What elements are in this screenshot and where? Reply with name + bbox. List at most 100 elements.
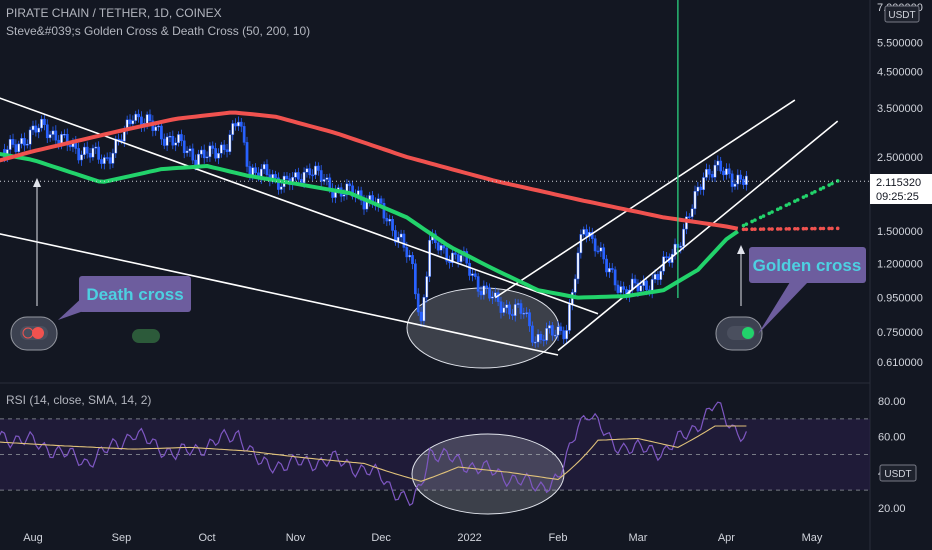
candle-body <box>399 233 403 238</box>
projection-200-dot <box>810 226 814 231</box>
projection-200-dot <box>827 226 831 231</box>
candle-body <box>485 285 489 289</box>
candle-body <box>690 208 694 218</box>
candle-body <box>716 160 720 166</box>
candle-body <box>539 334 543 340</box>
candle-body <box>277 177 280 190</box>
death-cross-arrowhead <box>33 178 41 187</box>
candles-layer <box>3 109 748 348</box>
projection-200-dot <box>775 227 780 231</box>
projection-200-dot <box>778 227 783 231</box>
candle-body <box>43 118 46 126</box>
projection-50-dot <box>793 199 797 204</box>
candle-body <box>394 230 397 243</box>
indicator-title: Steve&#039;s Golden Cross & Death Cross … <box>6 24 310 38</box>
candle-body <box>713 164 717 178</box>
candle-body <box>162 138 166 146</box>
candle-body <box>165 136 169 146</box>
current-price-tag: 2.115320 09:25:25 <box>870 174 932 204</box>
rsi-tick-label: 60.00 <box>878 432 906 444</box>
candle-body <box>77 148 81 161</box>
candle-body <box>422 297 426 322</box>
candle-body <box>511 313 514 316</box>
candle-body <box>108 157 112 164</box>
candle-body <box>68 144 72 148</box>
price-tick-label: 0.750000 <box>877 327 923 339</box>
candle-body <box>94 146 98 149</box>
candle-body <box>710 174 714 178</box>
candle-body <box>425 276 429 298</box>
candle-body <box>722 170 725 176</box>
time-tick-label: May <box>802 532 823 544</box>
golden-callout-tail <box>758 282 808 334</box>
candle-body <box>91 147 95 158</box>
golden-cross-toggle[interactable] <box>715 316 763 351</box>
candle-body <box>419 311 423 322</box>
projection-50-dot <box>767 211 771 216</box>
candle-body <box>673 243 677 255</box>
projection-50-dot <box>770 210 774 214</box>
golden-callout-box <box>749 247 866 283</box>
trendline <box>0 97 599 315</box>
candle-body <box>17 143 21 152</box>
candle-body <box>305 168 309 173</box>
candle-body <box>194 159 197 166</box>
price-tick-label: 0.610000 <box>877 357 923 369</box>
candle-body <box>180 134 183 142</box>
candle-body <box>228 134 232 152</box>
candle-body <box>128 119 132 125</box>
candle-body <box>508 304 511 315</box>
rsi-ma-line <box>0 425 747 482</box>
rsi-currency-badge[interactable]: USDT <box>879 464 917 482</box>
candle-body <box>37 127 41 133</box>
projection-50-dot <box>741 223 746 228</box>
time-tick-label: 2022 <box>457 532 481 544</box>
projection-50-dot <box>821 185 826 190</box>
projection-200-dot <box>750 227 754 232</box>
candle-body <box>488 287 491 299</box>
candle-body <box>294 172 297 178</box>
projections-layer <box>741 179 840 232</box>
currency-badge[interactable]: USDT <box>884 5 920 23</box>
candle-body <box>548 325 551 329</box>
candle-body <box>8 139 12 150</box>
candle-body <box>105 157 109 159</box>
projection-50-dot <box>744 222 749 226</box>
time-tick-label: Oct <box>198 532 215 544</box>
candle-body <box>482 285 486 296</box>
death-cross-toggle[interactable] <box>10 316 58 351</box>
candle-body <box>659 270 663 280</box>
candle-body <box>639 285 643 292</box>
candle-body <box>685 216 688 230</box>
candle-body <box>428 239 431 277</box>
candle-body <box>177 134 180 144</box>
price-axis: 5.500000 4.500000 3.500000 2.500000 1.500000… <box>877 37 923 369</box>
candle-body <box>742 179 745 185</box>
candle-body <box>613 269 617 286</box>
candle-body <box>705 169 708 178</box>
candle-body <box>160 125 163 140</box>
rsi-layer <box>0 401 747 507</box>
candle-body <box>285 175 289 179</box>
candle-body <box>85 146 89 154</box>
candle-body <box>736 174 740 185</box>
candle-body <box>231 123 235 135</box>
candle-body <box>362 200 366 210</box>
projection-50-dot <box>750 219 754 224</box>
candle-body <box>599 247 603 252</box>
candle-body <box>573 278 577 293</box>
projection-200-dot <box>801 226 806 231</box>
candle-body <box>134 113 138 121</box>
candle-body <box>382 203 386 219</box>
candle-body <box>51 130 55 135</box>
candle-body <box>345 183 349 196</box>
candle-body <box>205 156 209 159</box>
candle-body <box>328 177 332 190</box>
projection-200-dot <box>753 227 757 231</box>
candle-body <box>80 154 83 161</box>
projection-50-dot <box>784 203 789 208</box>
candle-body <box>476 276 480 292</box>
candle-body <box>208 145 212 158</box>
candle-body <box>197 153 200 166</box>
